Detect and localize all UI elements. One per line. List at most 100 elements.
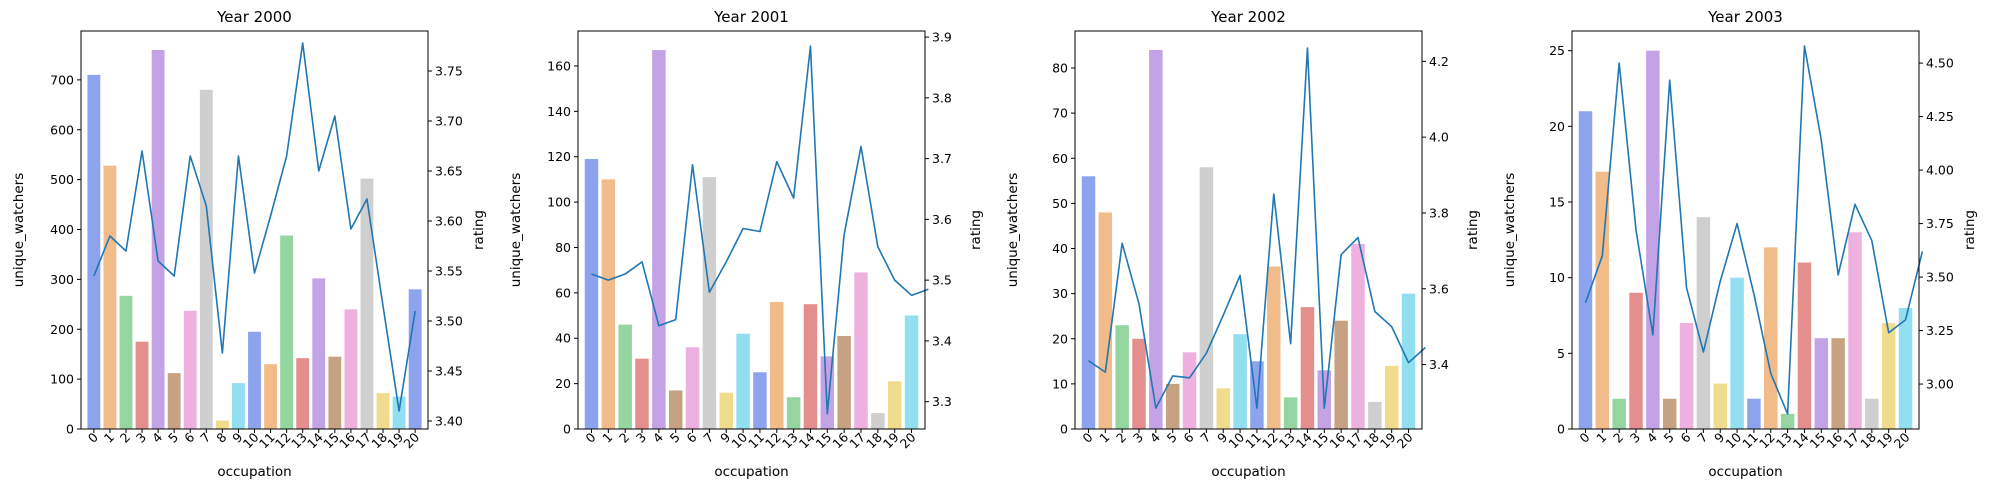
y2-tick-label: 3.6 (932, 212, 952, 227)
x-tick-label: 5 (1661, 430, 1677, 446)
bar (1351, 243, 1365, 429)
bar (232, 383, 245, 429)
x-axis-label: occupation (1211, 464, 1285, 480)
x-tick-label: 2 (117, 430, 133, 446)
rating-line (1584, 45, 1924, 415)
chart-title: Year 2002 (1210, 8, 1286, 26)
x-tick-label: 7 (700, 430, 716, 446)
y-axis-label: unique_watchers (1005, 173, 1021, 288)
chart-panel-0: 01002003004005006007003.403.453.503.553.… (11, 8, 487, 480)
bar (280, 235, 294, 429)
y2-axis-label: rating (471, 210, 487, 250)
y-tick-label: 300 (50, 272, 74, 287)
x-tick-label: 2 (1610, 430, 1626, 446)
bar (1300, 307, 1315, 429)
y2-tick-label: 3.00 (1926, 377, 1954, 392)
chart-panel-1: 0204060801001201401603.33.43.53.63.73.83… (508, 8, 984, 480)
bar (344, 309, 358, 429)
plot-frame (1571, 30, 1920, 430)
y-tick-label: 5 (1557, 346, 1565, 361)
x-tick-label: 20 (1394, 429, 1416, 451)
y2-axis-label: rating (968, 210, 984, 250)
bar (1384, 365, 1399, 429)
y-tick-label: 15 (1549, 195, 1565, 210)
x-tick-label: 1 (1593, 430, 1609, 446)
y-tick-label: 20 (555, 376, 571, 391)
y2-tick-label: 3.5 (932, 273, 952, 288)
y-axis-label: unique_watchers (11, 173, 27, 288)
bar (584, 158, 599, 430)
x-tick-label: 6 (1180, 429, 1196, 445)
y2-tick-label: 3.65 (435, 164, 463, 179)
bar (1679, 323, 1694, 429)
y-axis-label: unique_watchers (508, 173, 524, 288)
x-tick-label: 1 (1096, 430, 1112, 446)
plot-frame (577, 30, 926, 430)
x-tick-label: 6 (1677, 429, 1693, 445)
bar (635, 358, 649, 429)
y-tick-label: 10 (1549, 270, 1565, 285)
bar (904, 315, 919, 429)
x-tick-label: 3 (133, 430, 149, 446)
y-tick-label: 70 (1052, 106, 1068, 121)
bar (328, 356, 342, 429)
y-tick-label: 160 (547, 58, 571, 73)
bar (215, 420, 229, 429)
x-tick-label: 3 (633, 430, 649, 446)
bar (652, 50, 666, 430)
bar (837, 335, 851, 429)
bar (1165, 383, 1180, 429)
bar (264, 364, 277, 429)
y2-tick-label: 3.7 (932, 151, 952, 166)
bar (1334, 320, 1348, 429)
x-tick-label: 8 (213, 429, 229, 445)
bar (1713, 383, 1727, 429)
bar (887, 381, 902, 429)
y2-tick-label: 3.4 (1429, 357, 1449, 372)
bar (1132, 338, 1146, 429)
bar (736, 333, 750, 429)
y-tick-label: 600 (50, 122, 74, 137)
y-tick-label: 80 (1052, 61, 1068, 76)
chart-title: Year 2001 (713, 8, 789, 26)
bar (1233, 334, 1247, 429)
bar (199, 89, 213, 429)
bar (1831, 338, 1845, 429)
bar (1881, 323, 1896, 429)
y-tick-label: 0 (563, 422, 571, 437)
bar (392, 396, 406, 429)
y2-tick-label: 3.45 (435, 364, 463, 379)
y-tick-label: 200 (50, 322, 74, 337)
rating-line (93, 42, 416, 412)
x-tick-label: 20 (897, 429, 919, 451)
y-tick-label: 120 (547, 149, 571, 164)
y2-tick-label: 3.4 (932, 333, 952, 348)
bar (183, 310, 197, 429)
bar (1115, 325, 1129, 429)
x-tick-label: 1 (599, 430, 615, 446)
x-tick-label: 5 (1164, 430, 1180, 446)
y2-axis-label: rating (1465, 210, 1481, 250)
y2-tick-label: 3.50 (1926, 270, 1954, 285)
bar (103, 165, 117, 429)
y2-tick-label: 3.25 (1926, 323, 1954, 338)
bar (1368, 401, 1382, 429)
x-tick-label: 20 (1891, 429, 1913, 451)
y-tick-label: 10 (1052, 376, 1068, 391)
x-tick-label: 20 (400, 429, 422, 451)
y2-tick-label: 3.8 (1429, 205, 1449, 220)
bar (1780, 413, 1795, 429)
y-tick-label: 0 (66, 422, 74, 437)
bar (296, 358, 310, 429)
bar (1814, 338, 1829, 429)
plot-frame (1074, 30, 1423, 430)
bar (1612, 398, 1626, 429)
y-tick-label: 20 (1052, 331, 1068, 346)
bar (1646, 50, 1660, 430)
y-tick-label: 60 (1052, 151, 1068, 166)
bar (1696, 217, 1711, 429)
x-tick-label: 5 (165, 430, 181, 446)
bar (312, 278, 326, 429)
y2-tick-label: 3.75 (1926, 216, 1954, 231)
